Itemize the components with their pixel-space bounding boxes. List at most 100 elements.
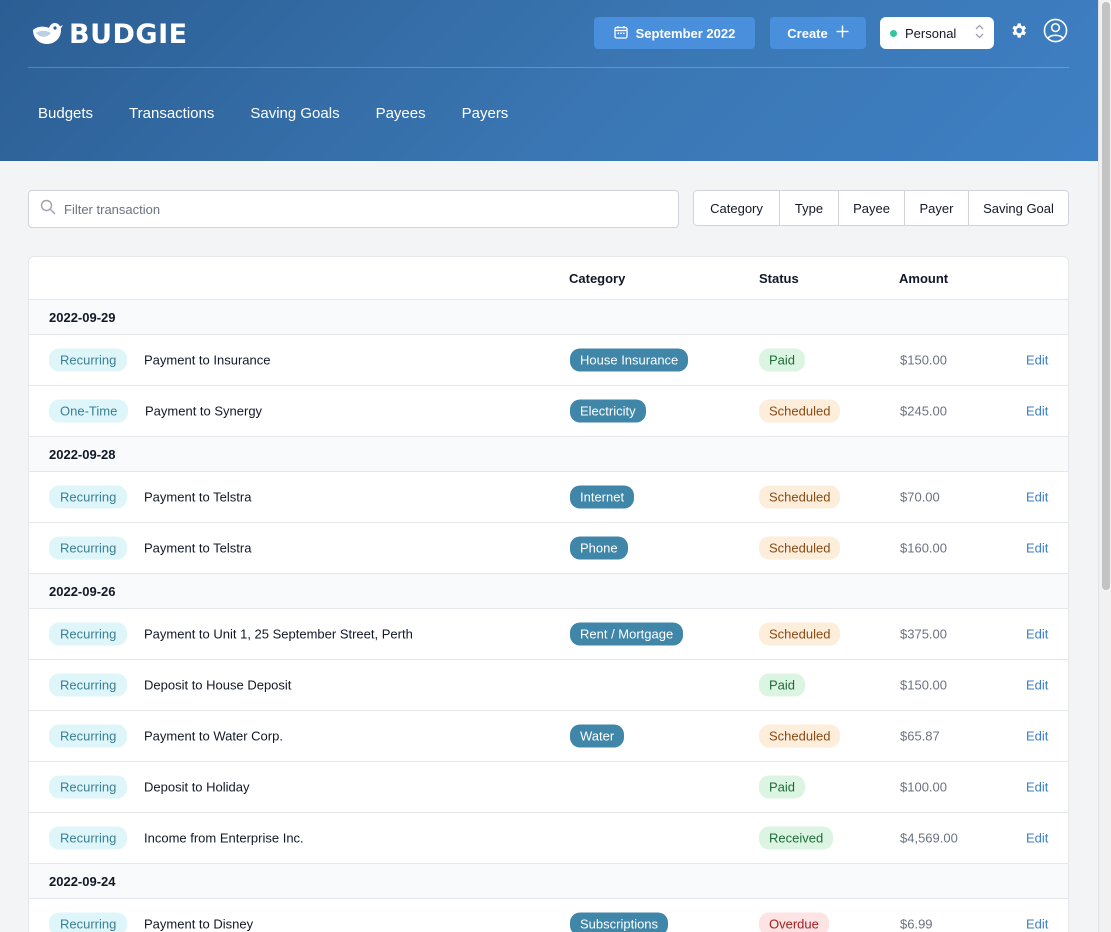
status-badge: Overdue bbox=[759, 912, 829, 932]
transaction-description: Deposit to House Deposit bbox=[144, 677, 292, 693]
edit-link[interactable]: Edit bbox=[1026, 540, 1049, 556]
page-scrollbar[interactable] bbox=[1098, 0, 1111, 932]
column-header-status: Status bbox=[759, 271, 799, 286]
transactions-table: Category Status Amount 2022-09-29 Recurri… bbox=[28, 256, 1069, 932]
account-select[interactable]: Personal bbox=[880, 17, 994, 49]
category-badge: Internet bbox=[570, 485, 635, 509]
category-badge: Subscriptions bbox=[570, 912, 669, 932]
group-date: 2022-09-24 bbox=[49, 874, 116, 889]
transaction-description: Payment to Telstra bbox=[144, 489, 252, 505]
status-badge: Paid bbox=[759, 775, 806, 799]
type-badge: Recurring bbox=[49, 348, 128, 372]
transaction-description: Payment to Disney bbox=[144, 916, 254, 932]
main-nav: Budgets Transactions Saving Goals Payees… bbox=[20, 96, 526, 131]
edit-link[interactable]: Edit bbox=[1026, 626, 1049, 642]
status-badge: Paid bbox=[759, 673, 806, 697]
transaction-description: Payment to Telstra bbox=[144, 540, 252, 556]
filter-search bbox=[28, 190, 679, 228]
amount-value: $6.99 bbox=[900, 916, 933, 932]
table-row[interactable]: Recurring Payment to Telstra Internet Sched… bbox=[29, 472, 1068, 523]
group-date: 2022-09-26 bbox=[49, 584, 116, 599]
table-row[interactable]: One-Time Payment to Synergy Electricity Sch… bbox=[29, 386, 1068, 437]
type-badge: One-Time bbox=[49, 399, 129, 423]
nav-saving-goals[interactable]: Saving Goals bbox=[250, 105, 340, 122]
bird-icon bbox=[30, 17, 63, 52]
table-row[interactable]: Recurring Payment to Disney Subscriptions O… bbox=[29, 899, 1068, 932]
filter-payee-button[interactable]: Payee bbox=[839, 191, 905, 225]
nav-payees[interactable]: Payees bbox=[375, 105, 426, 122]
category-badge: Phone bbox=[570, 536, 628, 560]
edit-link[interactable]: Edit bbox=[1026, 352, 1049, 368]
filter-category-button[interactable]: Category bbox=[694, 191, 780, 225]
account-status-dot bbox=[890, 29, 897, 37]
edit-link[interactable]: Edit bbox=[1026, 677, 1049, 693]
category-badge: Water bbox=[570, 724, 625, 748]
nav-payers[interactable]: Payers bbox=[461, 105, 509, 122]
account-button[interactable] bbox=[1042, 18, 1068, 48]
gear-icon bbox=[1009, 21, 1028, 45]
top-actions: September 2022 Create Personal bbox=[594, 17, 1068, 49]
type-badge: Recurring bbox=[49, 912, 128, 932]
month-label: September 2022 bbox=[635, 25, 736, 41]
table-row[interactable]: Recurring Deposit to House Deposit Paid $15… bbox=[29, 660, 1068, 711]
amount-value: $150.00 bbox=[900, 352, 947, 368]
category-badge: House Insurance bbox=[570, 348, 689, 372]
amount-value: $4,569.00 bbox=[900, 830, 958, 846]
table-row[interactable]: Recurring Payment to Unit 1, 25 September… bbox=[29, 609, 1068, 660]
transaction-description: Payment to Water Corp. bbox=[144, 728, 283, 744]
status-badge: Scheduled bbox=[759, 485, 841, 509]
status-badge: Scheduled bbox=[759, 724, 841, 748]
settings-button[interactable] bbox=[994, 21, 1042, 45]
calendar-icon bbox=[613, 25, 628, 42]
filter-saving-goal-button[interactable]: Saving Goal bbox=[983, 200, 1054, 216]
plus-icon bbox=[836, 25, 849, 41]
date-group-row: 2022-09-26 bbox=[29, 574, 1068, 609]
date-group-row: 2022-09-29 bbox=[29, 300, 1068, 335]
transaction-description: Income from Enterprise Inc. bbox=[144, 830, 304, 846]
filter-transaction-input[interactable] bbox=[64, 201, 644, 217]
nav-transactions[interactable]: Transactions bbox=[129, 105, 215, 122]
status-badge: Received bbox=[759, 826, 834, 850]
type-badge: Recurring bbox=[49, 485, 128, 509]
edit-link[interactable]: Edit bbox=[1026, 403, 1049, 419]
filter-type-button[interactable]: Type bbox=[780, 191, 839, 225]
table-row[interactable]: Recurring Deposit to Holiday Paid $100.00 Ed… bbox=[29, 762, 1068, 813]
edit-link[interactable]: Edit bbox=[1026, 916, 1049, 932]
table-body: 2022-09-29 Recurring Payment to Insurance H… bbox=[29, 300, 1068, 932]
table-row[interactable]: Recurring Payment to Water Corp. Water Sche… bbox=[29, 711, 1068, 762]
group-date: 2022-09-28 bbox=[49, 447, 116, 462]
amount-value: $70.00 bbox=[900, 489, 940, 505]
nav-budgets[interactable]: Budgets bbox=[38, 105, 94, 122]
type-badge: Recurring bbox=[49, 622, 128, 646]
transaction-description: Payment to Synergy bbox=[145, 403, 263, 419]
app-header: BUDGIE September 2022 Create Personal bbox=[0, 0, 1098, 161]
table-row[interactable]: Recurring Income from Enterprise Inc. Rece… bbox=[29, 813, 1068, 864]
create-label: Create bbox=[787, 25, 828, 41]
date-group-row: 2022-09-28 bbox=[29, 437, 1068, 472]
logo[interactable]: BUDGIE bbox=[30, 17, 188, 52]
edit-link[interactable]: Edit bbox=[1026, 728, 1049, 744]
table-row[interactable]: Recurring Payment to Insurance House Insur… bbox=[29, 335, 1068, 386]
category-badge: Electricity bbox=[570, 399, 646, 423]
status-badge: Scheduled bbox=[759, 536, 841, 560]
create-button[interactable]: Create bbox=[770, 17, 866, 49]
month-picker-button[interactable]: September 2022 bbox=[594, 17, 755, 49]
selector-icon bbox=[975, 24, 984, 42]
type-badge: Recurring bbox=[49, 673, 128, 697]
status-badge: Scheduled bbox=[759, 622, 841, 646]
edit-link[interactable]: Edit bbox=[1026, 489, 1049, 505]
column-header-amount: Amount bbox=[899, 271, 949, 286]
edit-link[interactable]: Edit bbox=[1026, 830, 1049, 846]
transaction-description: Payment to Unit 1, 25 September Street, … bbox=[144, 626, 413, 642]
filter-payer-button[interactable]: Payer bbox=[905, 191, 969, 225]
amount-value: $150.00 bbox=[900, 677, 947, 693]
edit-link[interactable]: Edit bbox=[1026, 779, 1049, 795]
account-select-value: Personal bbox=[905, 25, 957, 41]
table-row[interactable]: Recurring Payment to Telstra Phone Schedule… bbox=[29, 523, 1068, 574]
status-badge: Paid bbox=[759, 348, 806, 372]
scrollbar-thumb[interactable] bbox=[1102, 2, 1110, 590]
group-date: 2022-09-29 bbox=[49, 310, 116, 325]
amount-value: $160.00 bbox=[900, 540, 947, 556]
header-divider bbox=[28, 67, 1069, 68]
user-circle-icon bbox=[1043, 18, 1068, 48]
